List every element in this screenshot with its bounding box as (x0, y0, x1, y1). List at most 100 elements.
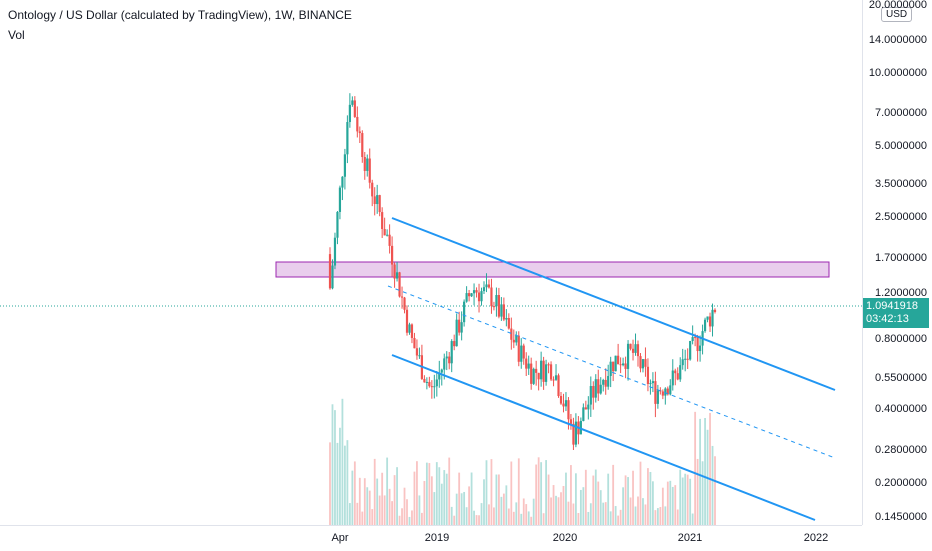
price-tick-label: 0.4000000 (875, 403, 927, 415)
volume-bar (411, 510, 413, 525)
candle-body (676, 373, 679, 380)
candle-body (368, 158, 371, 183)
candle-body (532, 368, 535, 384)
candle-body (639, 356, 642, 369)
candle-body (408, 324, 411, 333)
price-tick-label: 2.5000000 (875, 211, 927, 223)
volume-bar (709, 412, 711, 525)
volume-bar (560, 492, 562, 525)
candle-body (602, 379, 605, 385)
volume-bar (448, 457, 451, 525)
volume-bar (542, 513, 545, 525)
candle-body (592, 386, 595, 398)
price-tick-label: 0.2000000 (875, 477, 927, 489)
candle-body (689, 340, 692, 360)
volume-bar (602, 502, 605, 525)
volume-bar (470, 472, 473, 525)
volume-bar (465, 507, 468, 525)
candle-body (552, 379, 555, 381)
volume-bar (552, 485, 555, 525)
candle-body (485, 284, 488, 288)
volume-bar (495, 474, 498, 525)
candle-body (624, 363, 627, 369)
candle-body (686, 358, 689, 360)
candle-body (569, 419, 573, 424)
candle-body (708, 316, 712, 327)
candle-body (415, 348, 419, 356)
volume-bar (344, 445, 346, 525)
volume-bar (438, 467, 441, 525)
candle-body (666, 388, 669, 395)
volume-bar (587, 511, 590, 525)
volume-bar (532, 498, 535, 525)
currency-badge[interactable]: USD (881, 7, 913, 22)
candle-body (515, 335, 518, 343)
volume-bar (515, 502, 518, 525)
volume-bar (592, 475, 595, 525)
volume-bar (666, 481, 669, 525)
candle-body (482, 287, 486, 292)
candle-body (477, 292, 481, 302)
volume-bar (423, 480, 426, 525)
candle-body (450, 341, 453, 364)
volume-bar (507, 508, 510, 525)
volume-bar (622, 487, 624, 525)
candle-body (644, 359, 647, 367)
candle-body (535, 368, 538, 373)
volume-bar (654, 510, 657, 525)
time-axis[interactable]: Apr 2019 2020 2021 2022 (0, 525, 862, 551)
channel-upper-line (391, 217, 836, 391)
volume-bar (547, 474, 550, 525)
volume-bar (478, 515, 480, 525)
candle-body (713, 309, 717, 313)
volume-bar (584, 469, 587, 525)
candle-body (390, 245, 394, 265)
volume-bar (579, 489, 582, 525)
candle-body (557, 375, 560, 397)
chart-title: Ontology / US Dollar (calculated by Trad… (8, 8, 352, 22)
candle-body (572, 423, 575, 445)
volume-bar (455, 493, 458, 525)
candle-body (487, 284, 491, 288)
volume-bar (408, 516, 411, 525)
candle-body (433, 386, 436, 388)
candle-body (594, 379, 597, 398)
candle-body (698, 345, 702, 352)
price-axis[interactable]: USD 20.0000000 14.0000000 10.0000000 7.0000… (862, 0, 932, 525)
candle-body (641, 359, 645, 369)
volume-bar (527, 511, 530, 525)
candle-body (393, 264, 396, 279)
last-price-value: 1.0941918 (866, 300, 918, 313)
candle-body (472, 290, 476, 294)
volume-bar (485, 460, 488, 525)
candle-body (559, 396, 563, 404)
candle-body (696, 337, 699, 352)
candle-body (651, 381, 655, 384)
volume-bar (577, 512, 580, 525)
price-tick-label: 1.7000000 (875, 252, 927, 264)
volume-bar (659, 507, 662, 525)
candle-body (522, 345, 525, 359)
chart-area[interactable]: Ontology / US Dollar (calculated by Trad… (0, 0, 862, 525)
candle-body (656, 390, 659, 404)
candle-body (400, 296, 404, 298)
candle-body (636, 344, 640, 357)
candle-body (564, 400, 568, 407)
candle-body (507, 318, 510, 329)
bar-countdown: 03:42:13 (866, 313, 909, 326)
candle-body (398, 272, 401, 297)
candle-body (537, 372, 540, 380)
candle-body (681, 359, 684, 366)
volume-bar (589, 503, 592, 525)
price-tick-label: 1.2000000 (875, 287, 927, 299)
price-chart[interactable] (0, 0, 862, 525)
candle-body (562, 403, 565, 407)
volume-bar (572, 503, 575, 525)
candle-body (574, 421, 578, 445)
volume-bar (483, 479, 485, 525)
volume-bar (627, 477, 629, 525)
candle-body (425, 381, 428, 383)
volume-bar (396, 467, 398, 525)
candle-body (465, 293, 468, 302)
candle-body (448, 356, 451, 364)
